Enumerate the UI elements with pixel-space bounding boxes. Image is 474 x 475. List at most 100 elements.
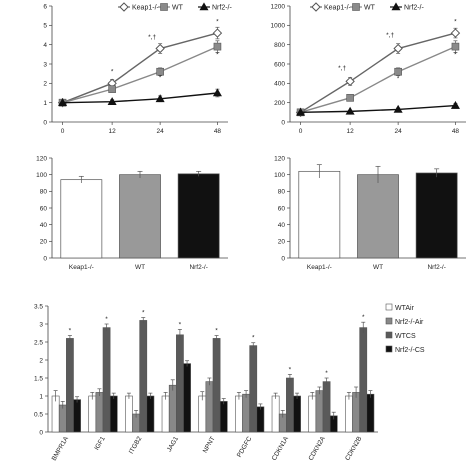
bar-3: [219, 401, 228, 433]
y-tick-label: 1200: [271, 3, 286, 10]
bar-2: [249, 345, 258, 433]
data-point: [213, 42, 222, 51]
data-point: [296, 107, 306, 116]
legend-swatch: [385, 345, 393, 353]
y-tick-label: 1.5: [34, 375, 43, 382]
bar-2: [359, 327, 368, 433]
legend-marker: [311, 2, 321, 12]
y-tick-label: 6: [43, 3, 47, 10]
legend-marker: [199, 2, 209, 11]
legend-entry: WT: [364, 5, 376, 12]
data-point: [394, 67, 402, 76]
significance-star: *: [252, 335, 255, 342]
data-point: [393, 43, 403, 54]
bar-0: [345, 395, 353, 433]
y-tick-label: 1: [43, 100, 47, 107]
y-tick-label: 100: [274, 172, 285, 179]
x-tick-label: Keap1-/-: [69, 264, 94, 271]
significance-star: *: [362, 314, 365, 321]
y-tick-label: 3: [43, 61, 47, 68]
significance-star: *: [69, 328, 72, 335]
bar-3: [366, 393, 375, 433]
bar-2: [322, 381, 331, 433]
bar-1: [119, 174, 161, 259]
data-point: [212, 28, 223, 38]
x-tick-label: NPNT: [202, 435, 217, 454]
y-tick-label: 40: [40, 222, 48, 229]
y-tick-label: 3: [39, 321, 43, 328]
series-line-1: [300, 45, 456, 114]
bar-3: [183, 363, 191, 433]
bar-1: [352, 392, 360, 433]
x-tick-label: BMPR1A: [51, 435, 71, 462]
y-tick-label: 0: [281, 255, 285, 262]
data-point: [450, 100, 460, 109]
bar-0: [161, 395, 170, 433]
y-tick-label: 0: [43, 119, 47, 126]
x-tick-label: 12: [347, 128, 355, 135]
y-tick-label: 1000: [271, 23, 286, 30]
bar-1: [205, 381, 214, 433]
x-tick-label: 0: [299, 128, 303, 135]
data-point: [58, 98, 68, 106]
legend-swatch: [385, 317, 393, 325]
legend-entry: WT: [172, 5, 184, 12]
data-point: [345, 76, 355, 87]
significance-star: *: [105, 316, 108, 323]
data-point: [451, 42, 460, 51]
x-tick-label: CDKN2B: [344, 436, 363, 462]
bar-1: [357, 174, 399, 259]
y-tick-label: 4: [43, 42, 47, 49]
x-tick-label: CDKN2A: [307, 435, 327, 462]
data-point: [212, 88, 222, 97]
chart-d: 0 0.5 1 1.5 2 2.5 3 3.5 * BMPR1A * IGF1 * ITGB2 * JAG1 *…: [34, 303, 425, 462]
legend-entry: Nrf2-/-Air: [395, 319, 424, 326]
bar-2: [177, 173, 220, 259]
legend-entry: Nrf2-/-: [212, 5, 233, 12]
data-point: [108, 85, 116, 93]
bar-1: [58, 404, 67, 433]
series-line-0: [300, 32, 456, 113]
legend-swatch: [385, 303, 393, 311]
annotation: *,†: [386, 32, 394, 39]
y-tick-label: 3.5: [34, 303, 43, 310]
legend-entry: Nrf2-/-: [404, 5, 425, 12]
annotation: *: [454, 51, 457, 58]
y-tick-label: 100: [36, 172, 47, 179]
bar-2: [139, 320, 148, 433]
x-tick-label: Keap1-/-: [307, 264, 332, 271]
bar-2: [66, 338, 74, 433]
y-tick-label: 60: [278, 205, 286, 212]
bar-1: [242, 393, 250, 433]
series-line-2: [300, 104, 456, 114]
x-tick-label: ITGB2: [128, 435, 144, 455]
bar-0: [308, 395, 317, 433]
x-tick-label: 48: [214, 128, 222, 135]
bar-1: [95, 392, 104, 433]
x-tick-label: 12: [109, 128, 117, 135]
x-tick-label: Nrf2-/-: [189, 264, 207, 271]
legend-entry: Nrf2-/-CS: [395, 347, 425, 354]
x-tick-label: Nrf2-/-: [427, 264, 445, 271]
legend-marker: [160, 3, 168, 11]
significance-star: *: [179, 321, 182, 328]
x-tick-label: PDGFC: [236, 435, 254, 458]
data-point: [346, 94, 354, 102]
legend-marker: [119, 2, 129, 12]
bar-3: [256, 406, 265, 433]
x-tick-label: 48: [452, 128, 460, 135]
y-tick-label: 2.5: [34, 339, 43, 346]
bar-0: [298, 170, 341, 259]
bar-0: [235, 395, 243, 433]
x-tick-label: WT: [135, 264, 145, 271]
y-tick-label: 0: [43, 255, 47, 262]
y-tick-label: 400: [274, 81, 285, 88]
y-tick-label: 120: [36, 155, 47, 162]
significance-star: *: [289, 366, 292, 373]
y-tick-label: 60: [40, 205, 48, 212]
significance-star: *: [325, 370, 328, 377]
annotation: *: [111, 69, 114, 76]
bar-3: [109, 395, 118, 433]
legend-entry: WTCS: [395, 333, 416, 340]
series-line-2: [62, 92, 218, 104]
